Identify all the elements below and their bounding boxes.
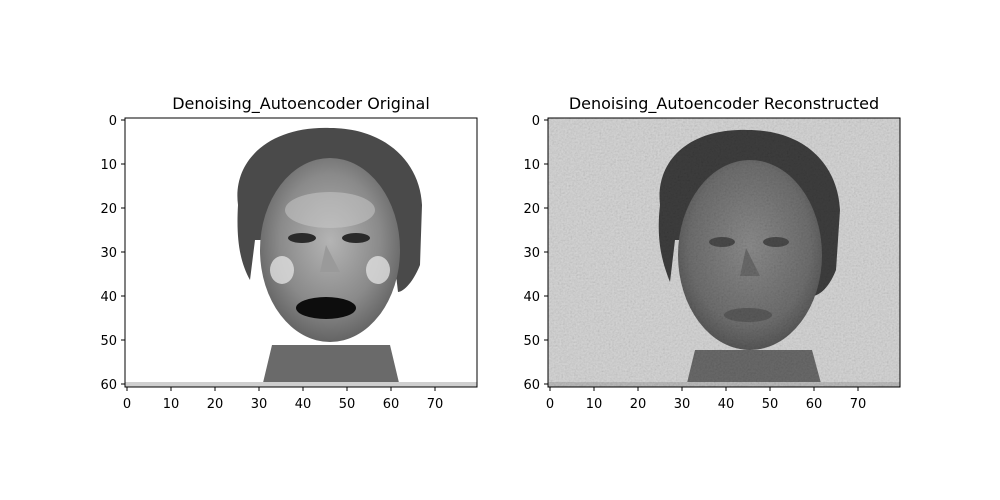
x-tick-label: 70 — [427, 397, 444, 412]
x-tick-label: 40 — [718, 397, 735, 412]
y-tick-label: 0 — [109, 114, 117, 129]
x-tick-label: 30 — [251, 397, 268, 412]
face-image-reconstructed — [548, 118, 900, 387]
x-tick-label: 20 — [207, 397, 224, 412]
x-tick-label: 0 — [123, 397, 131, 412]
x-tick-label: 10 — [586, 397, 603, 412]
panel-reconstructed: Denoising_Autoencoder Reconstructed — [523, 94, 901, 412]
y-tick-label: 0 — [532, 114, 540, 129]
y-tick-label: 50 — [100, 334, 117, 349]
y-tick-label: 20 — [100, 202, 117, 217]
x-tick-label: 40 — [295, 397, 312, 412]
x-tick-label: 50 — [339, 397, 356, 412]
y-tick-label: 10 — [523, 158, 540, 173]
x-tick-label: 20 — [630, 397, 647, 412]
x-tick-label: 50 — [762, 397, 779, 412]
y-tick-label: 30 — [523, 246, 540, 261]
panel-title: Denoising_Autoencoder Original — [172, 94, 430, 114]
y-tick-label: 50 — [523, 334, 540, 349]
x-tick-label: 60 — [383, 397, 400, 412]
y-tick-label: 60 — [100, 378, 117, 393]
y-axis-ticks: 0 10 20 30 40 50 60 — [523, 114, 548, 393]
panel-title: Denoising_Autoencoder Reconstructed — [569, 94, 879, 114]
x-tick-label: 60 — [806, 397, 823, 412]
y-tick-label: 40 — [100, 290, 117, 305]
y-tick-label: 60 — [523, 378, 540, 393]
y-tick-label: 40 — [523, 290, 540, 305]
x-axis-ticks: 0 10 20 30 40 50 60 70 — [546, 387, 866, 412]
y-tick-label: 20 — [523, 202, 540, 217]
x-tick-label: 70 — [850, 397, 867, 412]
panel-original: Denoising_Autoencoder Original — [100, 94, 478, 412]
y-tick-label: 10 — [100, 158, 117, 173]
x-tick-label: 10 — [163, 397, 180, 412]
x-axis-ticks: 0 10 20 30 40 50 60 70 — [123, 387, 443, 412]
y-tick-label: 30 — [100, 246, 117, 261]
face-image-original — [125, 118, 477, 387]
x-tick-label: 30 — [674, 397, 691, 412]
y-axis-ticks: 0 10 20 30 40 50 60 — [100, 114, 125, 393]
x-tick-label: 0 — [546, 397, 554, 412]
